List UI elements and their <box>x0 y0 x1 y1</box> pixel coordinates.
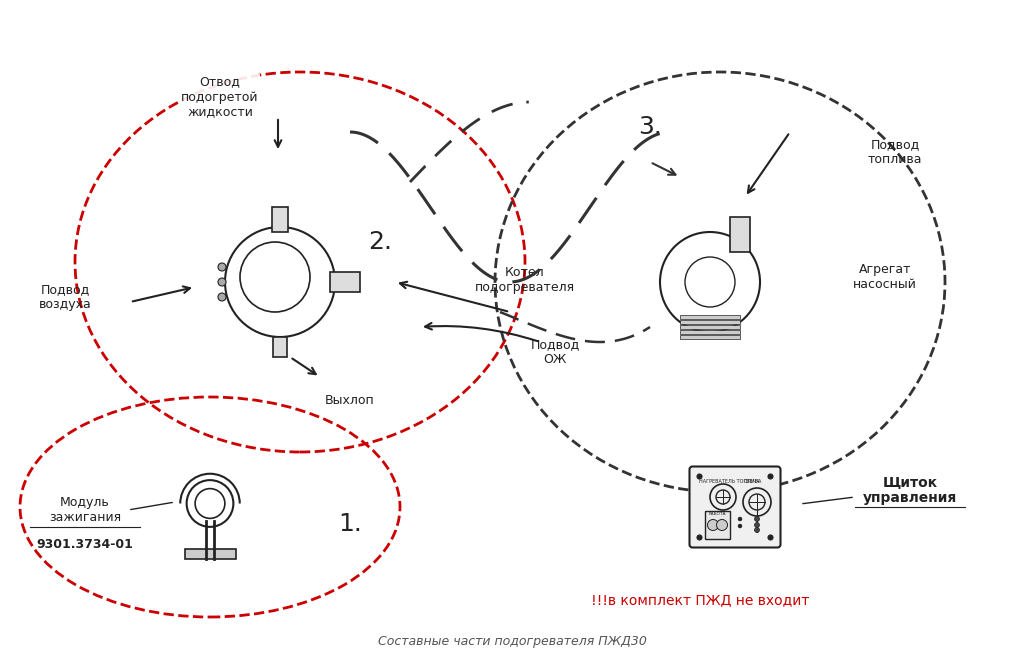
Circle shape <box>738 524 742 528</box>
Text: НАГРЕВАТЕЛЬ ТОПЛИВА: НАГРЕВАТЕЛЬ ТОПЛИВА <box>698 479 761 484</box>
Text: 1.: 1. <box>338 512 361 536</box>
FancyBboxPatch shape <box>680 320 740 324</box>
Circle shape <box>738 517 742 521</box>
FancyBboxPatch shape <box>730 217 750 252</box>
FancyBboxPatch shape <box>680 335 740 339</box>
Circle shape <box>755 516 760 522</box>
Text: Составные части подогревателя ПЖД30: Составные части подогревателя ПЖД30 <box>378 636 646 649</box>
Text: Щиток
управления: Щиток управления <box>863 475 957 505</box>
Text: 3.: 3. <box>638 115 662 139</box>
FancyBboxPatch shape <box>184 549 236 559</box>
Text: !!!в комплект ПЖД не входит: !!!в комплект ПЖД не входит <box>591 593 809 607</box>
FancyBboxPatch shape <box>680 330 740 334</box>
Text: Модуль
зажигания: Модуль зажигания <box>49 496 121 524</box>
Circle shape <box>697 535 702 540</box>
Text: Подвод
топлива: Подвод топлива <box>867 138 923 166</box>
Text: РАБОТА: РАБОТА <box>709 512 726 516</box>
FancyBboxPatch shape <box>273 337 287 357</box>
Text: Котел
подогревателя: Котел подогревателя <box>475 266 575 294</box>
FancyBboxPatch shape <box>680 325 740 329</box>
Circle shape <box>768 474 773 479</box>
Text: Агрегат
насосный: Агрегат насосный <box>853 263 916 291</box>
Circle shape <box>708 520 719 530</box>
Circle shape <box>218 278 226 286</box>
Text: СВЕЧА: СВЕЧА <box>743 479 760 484</box>
FancyBboxPatch shape <box>330 272 360 292</box>
FancyBboxPatch shape <box>272 207 288 232</box>
Text: Подвод
ОЖ: Подвод ОЖ <box>530 338 580 366</box>
Circle shape <box>755 528 760 532</box>
Text: Отвод
подогретой
жидкости: Отвод подогретой жидкости <box>181 75 259 118</box>
Text: 2.: 2. <box>368 230 392 254</box>
Circle shape <box>697 474 702 479</box>
FancyBboxPatch shape <box>680 315 740 319</box>
Circle shape <box>218 263 226 271</box>
Circle shape <box>755 522 760 528</box>
Text: Выхлоп: Выхлоп <box>326 393 375 406</box>
FancyBboxPatch shape <box>689 467 780 547</box>
Circle shape <box>218 293 226 301</box>
Circle shape <box>768 535 773 540</box>
FancyBboxPatch shape <box>705 511 730 539</box>
Text: Подвод
воздуха: Подвод воздуха <box>39 283 91 311</box>
Text: 9301.3734-01: 9301.3734-01 <box>37 538 133 551</box>
Circle shape <box>717 520 727 530</box>
